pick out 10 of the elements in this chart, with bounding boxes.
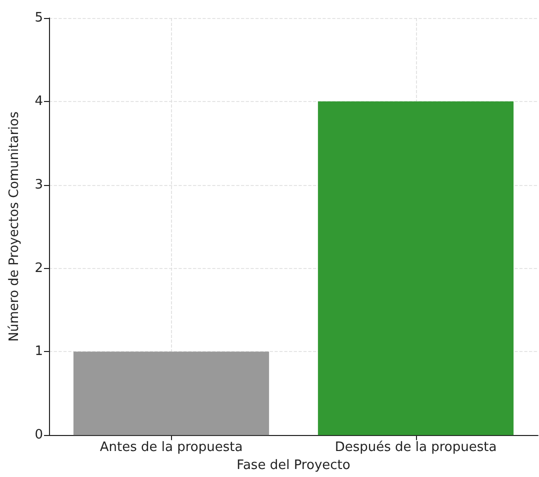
y-tick-label: 4 xyxy=(34,94,43,109)
x-axis-title: Fase del Proyecto xyxy=(236,458,350,473)
y-tick-label: 5 xyxy=(34,10,43,26)
y-tick-label: 2 xyxy=(34,260,43,276)
x-tick-label: Después de la propuesta xyxy=(334,440,497,456)
y-tick-label: 1 xyxy=(34,344,43,360)
y-tick-label: 0 xyxy=(34,428,43,443)
y-axis-title: Número de Proyectos Comunitarios xyxy=(7,111,22,342)
x-tick-label: Antes de la propuesta xyxy=(100,440,243,456)
y-tick-label: 3 xyxy=(34,177,43,192)
